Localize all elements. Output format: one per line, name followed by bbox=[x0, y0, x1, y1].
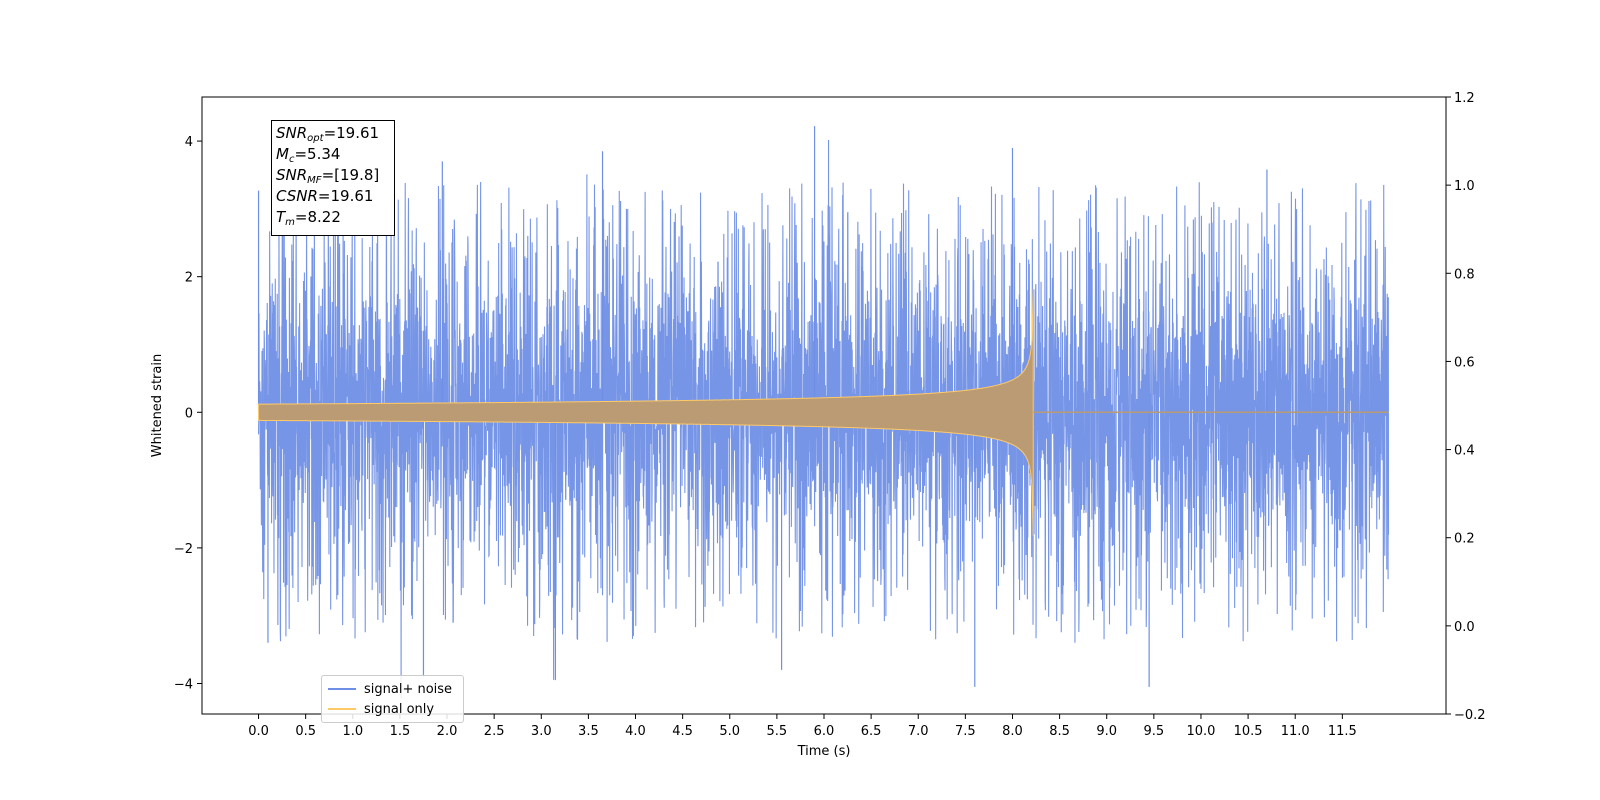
x-tick-label: 7.0 bbox=[908, 724, 929, 739]
y2-tick-label: 0.2 bbox=[1454, 532, 1475, 547]
y2-tick-label: −0.2 bbox=[1454, 708, 1486, 723]
legend-item-signal-noise: signal+ noise bbox=[328, 680, 452, 698]
x-tick-label: 8.0 bbox=[1002, 724, 1023, 739]
annotation-snr-mf: SNRMF=[19.8] bbox=[276, 166, 380, 186]
legend-swatch-signal-noise bbox=[328, 688, 356, 690]
legend-swatch-signal-only bbox=[328, 708, 356, 710]
x-tick-label: 8.5 bbox=[1049, 724, 1070, 739]
y-tick-label: −2 bbox=[174, 542, 193, 557]
x-axis-label: Time (s) bbox=[797, 744, 851, 759]
x-tick-label: 5.5 bbox=[767, 724, 788, 739]
signal-noise-series bbox=[257, 126, 1390, 699]
signal-only-series bbox=[258, 288, 1389, 536]
x-tick-label: 4.5 bbox=[672, 724, 693, 739]
x-tick-label: 1.5 bbox=[390, 724, 411, 739]
x-tick-label: 5.0 bbox=[719, 724, 740, 739]
y-tick-label: 2 bbox=[185, 271, 193, 286]
legend-label-signal-only: signal only bbox=[364, 701, 435, 717]
annotation-csnr: CSNR=19.61 bbox=[276, 187, 374, 205]
x-tick-label: 6.0 bbox=[814, 724, 835, 739]
x-tick-label: 0.0 bbox=[248, 724, 269, 739]
y2-tick-label: 0.0 bbox=[1454, 620, 1475, 635]
y-axis: 4 2 0 −2 −4 bbox=[174, 135, 202, 692]
x-tick-label: 0.5 bbox=[295, 724, 316, 739]
y2-tick-label: 1.0 bbox=[1454, 179, 1475, 194]
y2-axis: 1.2 1.0 0.8 0.6 0.4 0.2 0.0 −0.2 bbox=[1446, 91, 1486, 723]
y-tick-label: −4 bbox=[174, 677, 193, 692]
legend-label-signal-noise: signal+ noise bbox=[364, 681, 453, 697]
y-axis-label: Whitened strain bbox=[150, 354, 165, 457]
x-tick-label: 11.5 bbox=[1328, 724, 1357, 739]
x-tick-label: 3.0 bbox=[531, 724, 552, 739]
metrics-annotation-box: SNRopt=19.61 Mc=5.34 SNRMF=[19.8] CSNR=1… bbox=[271, 120, 395, 236]
x-tick-label: 9.5 bbox=[1144, 724, 1165, 739]
x-tick-label: 1.0 bbox=[342, 724, 363, 739]
legend-item-signal-only: signal only bbox=[328, 700, 434, 718]
x-tick-label: 2.0 bbox=[437, 724, 458, 739]
x-tick-label: 3.5 bbox=[578, 724, 599, 739]
y2-tick-label: 0.6 bbox=[1454, 355, 1475, 370]
legend: signal+ noise signal only bbox=[321, 675, 464, 723]
x-tick-label: 6.5 bbox=[861, 724, 882, 739]
y2-tick-label: 1.2 bbox=[1454, 91, 1475, 106]
x-tick-label: 2.5 bbox=[484, 724, 505, 739]
x-tick-label: 10.0 bbox=[1186, 724, 1215, 739]
x-tick-label: 9.0 bbox=[1096, 724, 1117, 739]
annotation-merger-time: Tm=8.22 bbox=[276, 208, 341, 228]
x-tick-label: 10.5 bbox=[1234, 724, 1263, 739]
x-tick-label: 11.0 bbox=[1281, 724, 1310, 739]
annotation-snr-opt: SNRopt=19.61 bbox=[276, 124, 380, 144]
signal-noise-line bbox=[258, 139, 1390, 699]
x-tick-label: 7.5 bbox=[955, 724, 976, 739]
y-tick-label: 4 bbox=[185, 135, 193, 150]
y2-tick-label: 0.4 bbox=[1454, 444, 1475, 459]
signal-only-envelope bbox=[258, 288, 1034, 536]
annotation-chirp-mass: Mc=5.34 bbox=[276, 145, 341, 165]
y2-tick-label: 0.8 bbox=[1454, 267, 1475, 282]
y-tick-label: 0 bbox=[185, 406, 193, 421]
x-tick-label: 4.0 bbox=[625, 724, 646, 739]
